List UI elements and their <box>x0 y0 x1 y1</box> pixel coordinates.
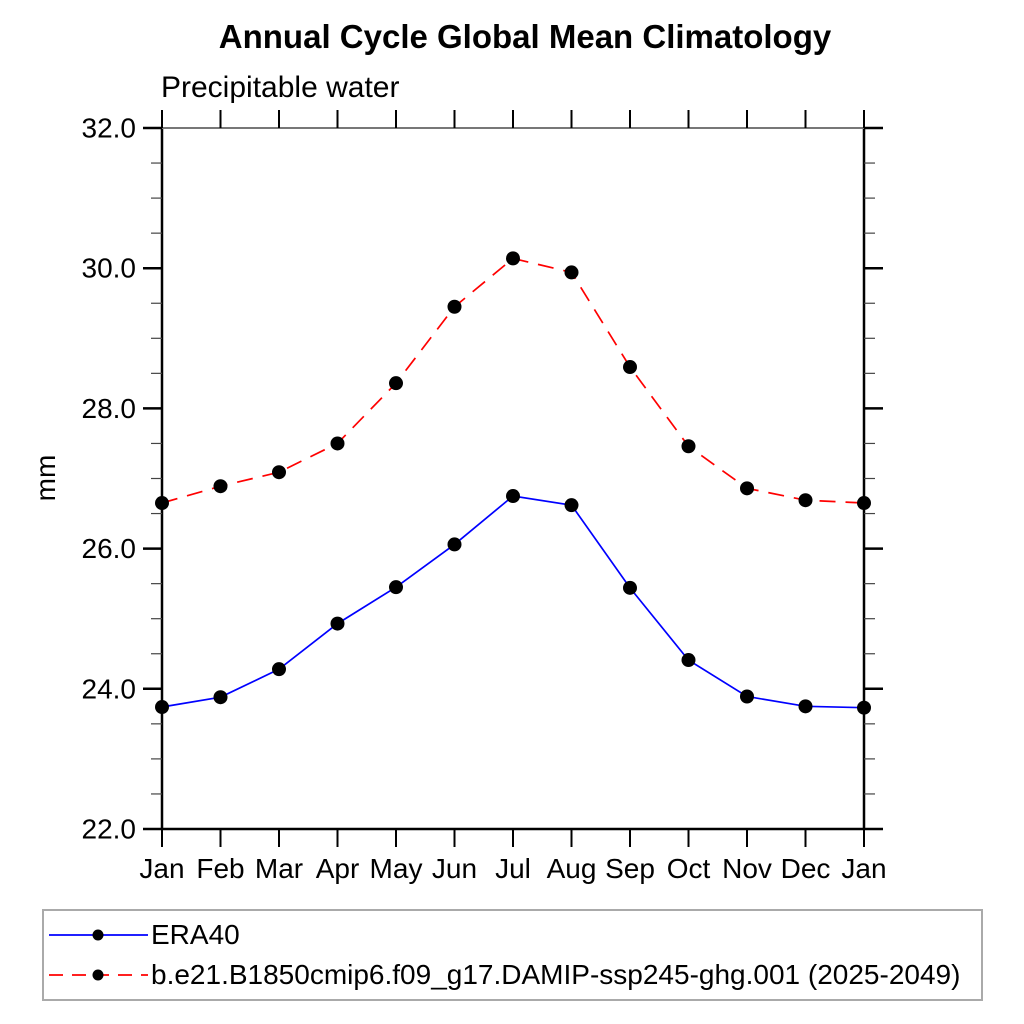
chart-subtitle: Precipitable water <box>161 71 400 104</box>
x-tick-label: Dec <box>781 853 831 884</box>
data-point-marker-0 <box>272 662 286 677</box>
y-tick-label: 28.0 <box>82 393 137 424</box>
y-tick-label: 22.0 <box>82 814 137 845</box>
y-tick-label: 32.0 <box>82 113 137 144</box>
data-point-marker-1 <box>740 481 754 496</box>
data-point-marker-0 <box>857 700 871 715</box>
data-point-marker-1 <box>155 496 169 511</box>
x-tick-label: Jun <box>432 853 477 884</box>
x-tick-label: May <box>370 853 423 884</box>
data-point-marker-1 <box>506 251 520 266</box>
data-point-marker-0 <box>740 689 754 704</box>
data-point-marker-1 <box>213 479 228 494</box>
data-point-marker-0 <box>506 489 520 504</box>
legend-item-era40: ERA40 <box>46 918 240 952</box>
y-tick-label: 26.0 <box>82 533 137 564</box>
data-point-marker-0 <box>623 580 637 595</box>
data-point-marker-1 <box>447 299 462 314</box>
legend-marker-dot-icon <box>92 969 104 981</box>
data-point-marker-0 <box>798 699 813 714</box>
data-point-marker-0 <box>389 580 403 595</box>
legend-marker-dot-icon <box>92 929 104 941</box>
data-point-marker-1 <box>857 496 871 511</box>
x-tick-label: Sep <box>605 853 655 884</box>
data-point-marker-1 <box>681 439 696 454</box>
x-tick-label: Nov <box>722 853 772 884</box>
x-tick-label: Mar <box>255 853 303 884</box>
x-tick-label: Aug <box>547 853 597 884</box>
legend-label-era40: ERA40 <box>151 919 240 950</box>
data-point-marker-1 <box>389 376 403 391</box>
series-line-1 <box>161 257 865 504</box>
legend-box: ERA40 b.e21.B1850cmip6.f09_g17.DAMIP-ssp… <box>42 909 983 1001</box>
chart-title: Annual Cycle Global Mean Climatology <box>218 18 832 55</box>
y-tick-label: 24.0 <box>82 673 137 704</box>
x-tick-label: Oct <box>667 853 711 884</box>
data-point-marker-0 <box>155 700 169 715</box>
data-point-marker-1 <box>623 360 637 375</box>
data-point-marker-0 <box>681 653 696 668</box>
x-tick-label: Jan <box>139 853 184 884</box>
data-point-marker-1 <box>798 493 813 508</box>
data-point-marker-1 <box>564 265 579 280</box>
legend-item-damip: b.e21.B1850cmip6.f09_g17.DAMIP-ssp245-gh… <box>46 958 960 992</box>
legend-label-damip: b.e21.B1850cmip6.f09_g17.DAMIP-ssp245-gh… <box>151 959 961 990</box>
x-tick-label: Jan <box>841 853 886 884</box>
x-tick-label: Feb <box>196 853 244 884</box>
series-line-0 <box>161 495 865 709</box>
data-point-marker-0 <box>564 498 579 513</box>
x-tick-label: Jul <box>495 853 531 884</box>
legend-line-sample-dashed-icon <box>49 969 148 981</box>
data-point-marker-1 <box>272 465 286 480</box>
data-point-marker-1 <box>330 436 345 451</box>
legend-line-sample-solid-icon <box>49 929 148 941</box>
data-point-marker-0 <box>330 616 345 631</box>
data-point-marker-0 <box>447 537 462 552</box>
y-tick-label: 30.0 <box>82 253 137 284</box>
x-tick-label: Apr <box>316 853 360 884</box>
data-point-marker-0 <box>213 690 228 705</box>
